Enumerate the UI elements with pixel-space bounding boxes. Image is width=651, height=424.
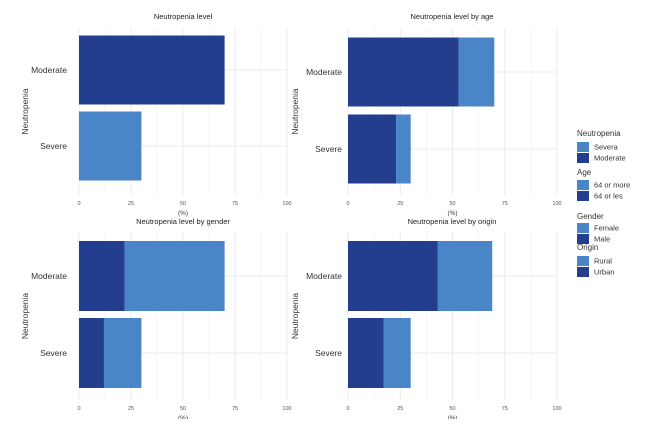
x-axis-label: (%) <box>178 210 188 217</box>
y-tick-label: Moderate <box>306 67 342 77</box>
x-tick-label: 50 <box>449 406 455 412</box>
bar-moderate-64-or-more <box>458 37 495 107</box>
legend-swatch <box>577 191 589 201</box>
x-tick-label: 50 <box>180 201 186 207</box>
legend-swatch <box>577 256 589 266</box>
x-tick-label: 50 <box>449 201 455 207</box>
bar-moderate-rural <box>437 241 493 311</box>
y-tick-label: Severe <box>315 144 342 154</box>
y-axis-label: Neutropenia <box>20 88 30 135</box>
legend-label: Male <box>594 235 610 244</box>
x-tick-label: 0 <box>346 201 349 207</box>
bar-severe-64-or-les <box>348 114 397 184</box>
bar-severe-female <box>103 318 142 388</box>
legend-label: Female <box>594 224 619 233</box>
bar-severe-urban <box>348 318 384 388</box>
x-tick-label: 75 <box>232 201 238 207</box>
x-tick-label: 75 <box>502 406 508 412</box>
x-tick-label: 50 <box>180 406 186 412</box>
x-tick-label: 100 <box>552 406 561 412</box>
x-tick-label: 100 <box>282 201 291 207</box>
bar-severe-severe <box>79 111 142 181</box>
y-tick-label: Moderate <box>31 65 67 75</box>
y-tick-label: Moderate <box>306 271 342 281</box>
x-axis-label: (%) <box>447 415 457 419</box>
y-tick-label: Severe <box>40 141 67 151</box>
bar-moderate-moderate <box>79 35 225 105</box>
bar-severe-64-or-more <box>396 114 411 184</box>
bar-severe-male <box>79 318 104 388</box>
chart-title: Neutropenia level by origin <box>408 217 497 226</box>
y-axis-label: Neutropenia <box>290 293 300 340</box>
bar-moderate-male <box>79 241 125 311</box>
x-axis-label: (%) <box>447 210 457 217</box>
x-tick-label: 25 <box>397 201 403 207</box>
legend-swatch <box>577 234 589 244</box>
bar-moderate-female <box>124 241 225 311</box>
x-tick-label: 75 <box>232 406 238 412</box>
chart-panel-1: Neutropenia level Moderate Severe 0 25 50 75 10… <box>20 12 292 217</box>
x-tick-label: 25 <box>397 406 403 412</box>
x-tick-label: 100 <box>282 406 291 412</box>
x-tick-label: 25 <box>128 201 134 207</box>
legend-label: 64 or more <box>594 181 630 190</box>
legend-label: Rural <box>594 257 612 266</box>
chart-title: Neutropenia level by age <box>411 12 494 21</box>
bar-severe-rural <box>383 318 411 388</box>
chart-panel-3: Neutropenia level by gender Moderate Sever… <box>20 217 292 422</box>
legend-swatch <box>577 153 589 163</box>
legend-label: Urban <box>594 268 614 277</box>
x-tick-label: 25 <box>128 406 134 412</box>
x-tick-label: 75 <box>502 201 508 207</box>
bar-moderate-64-or-les <box>348 37 459 107</box>
legend-swatch <box>577 180 589 190</box>
x-tick-label: 0 <box>77 201 80 207</box>
x-tick-label: 0 <box>77 406 80 412</box>
y-axis-label: Neutropenia <box>20 293 30 340</box>
y-tick-label: Severe <box>315 348 342 358</box>
legend-title: Gender <box>577 212 604 221</box>
y-tick-label: Severe <box>40 348 67 358</box>
legend-label: Severa <box>594 143 619 152</box>
chart-panel-2: Neutropenia level by age Moderate Severe 0 2… <box>290 12 562 217</box>
legend-swatch <box>577 267 589 277</box>
chart-title: Neutropenia level <box>154 12 213 21</box>
y-tick-label: Moderate <box>31 271 67 281</box>
legend-label: 64 or les <box>594 192 623 201</box>
x-axis-label: (%) <box>178 415 188 419</box>
legend-swatch <box>577 142 589 152</box>
legend-swatch <box>577 223 589 233</box>
y-axis-label: Neutropenia <box>290 88 300 135</box>
legend-title: Age <box>577 168 592 177</box>
legend-label: Moderate <box>594 154 626 163</box>
chart-panel-4: Neutropenia level by origin Moderate Sever… <box>290 217 562 422</box>
chart-title: Neutropenia level by gender <box>136 217 230 226</box>
legend-title: Neutropenia <box>577 129 621 138</box>
bar-moderate-urban <box>348 241 438 311</box>
legend-title: Origin <box>577 243 598 252</box>
x-tick-label: 0 <box>346 406 349 412</box>
x-tick-label: 100 <box>552 201 561 207</box>
